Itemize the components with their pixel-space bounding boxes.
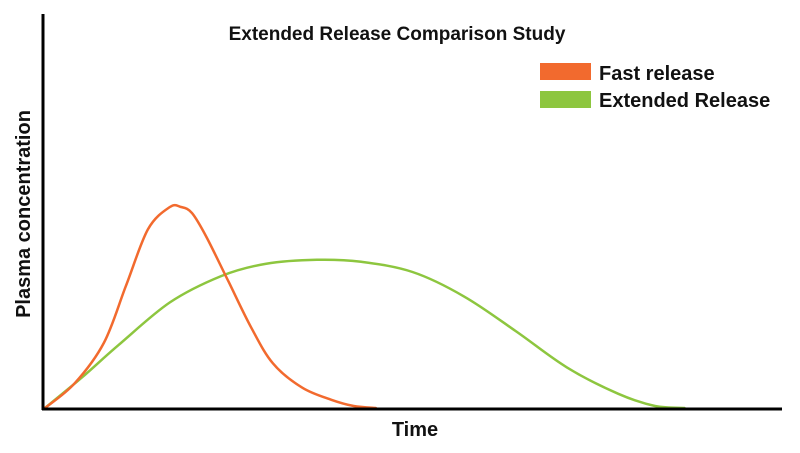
legend-swatch-fast-release — [540, 63, 591, 80]
legend-swatch-extended-release — [540, 91, 591, 108]
y-axis-label: Plasma concentration — [13, 110, 35, 318]
series-line-extended-release — [43, 258, 686, 410]
legend-label-fast-release: Fast release — [599, 63, 715, 85]
series-layer — [43, 203, 686, 410]
x-axis-label: Time — [392, 419, 438, 441]
chart-title: Extended Release Comparison Study — [229, 24, 566, 45]
legend-label-extended-release: Extended Release — [599, 90, 770, 112]
series-line-fast-release — [43, 203, 378, 410]
legend: Fast release Extended Release — [540, 63, 770, 112]
